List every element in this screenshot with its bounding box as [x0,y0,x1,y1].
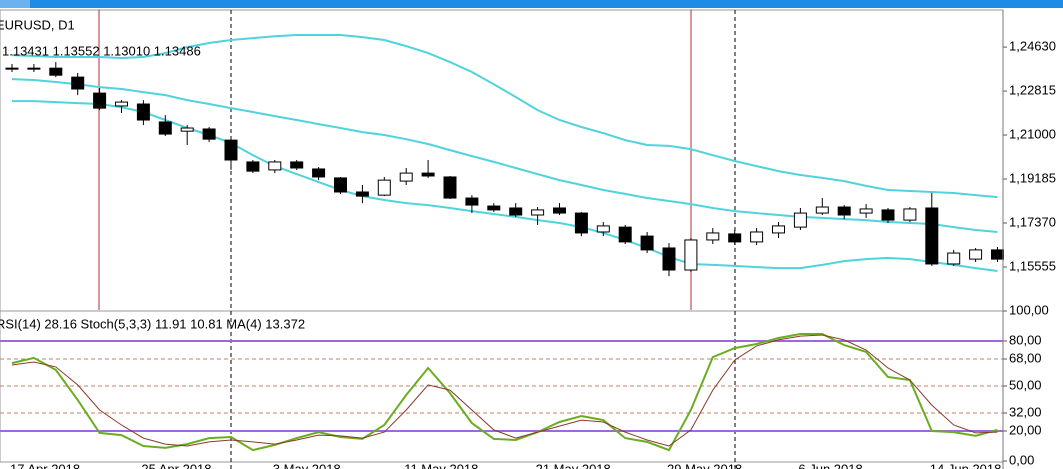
candle-body [509,207,523,216]
candle-body [772,225,785,234]
x-tick-label: 29 May 2018 [667,461,742,469]
candle-body [27,67,41,70]
y-tick-label: 1,17370 [1009,214,1056,229]
y-tick-label: 1,15555 [1009,258,1056,273]
candle-body [377,179,391,196]
candle-body [991,249,1004,260]
band-line [12,100,998,272]
y-tick-label: 1,24630 [1009,39,1056,54]
candle-body [881,209,895,221]
candle-body [180,127,194,132]
candle-body [728,233,742,243]
candle-body [553,207,566,214]
y-tick-label: 68,00 [1009,350,1042,365]
candle-body [859,208,873,214]
candle-body [49,67,63,76]
chart-title: EURUSD, D1 [0,17,75,32]
candle-body [290,161,304,169]
candle-body [136,103,150,121]
candle-body [662,247,676,271]
x-tick-label: 25 Apr 2018 [141,461,211,469]
plot-frame [0,9,1004,463]
candle-body [224,139,238,161]
y-tick-label: 100,00 [1009,302,1049,317]
candle-body [793,212,807,228]
window-tab [0,0,30,8]
candle-body [684,239,698,271]
candle-body [71,76,85,90]
candle-body [837,206,851,216]
candle-body [355,191,369,197]
candle-body [115,101,128,107]
indicator-line [11,334,998,447]
y-tick-label: 20,00 [1009,422,1042,437]
candle-body [158,121,172,135]
candle-body [312,168,326,178]
price-info: 1.13431 1.13552 1.13010 1.13486 [2,43,201,58]
candle-body [5,67,19,70]
y-tick-label: 80,00 [1009,332,1042,347]
x-tick-label: 6 Jun 2018 [798,461,862,469]
candle-body [618,226,632,243]
band-line [11,78,998,233]
candle-body [246,161,260,172]
candle-body [706,232,720,241]
candle-body [750,231,764,243]
candle-body [815,206,829,214]
y-tick-label: 0,00 [1009,452,1034,467]
candle-body [596,225,610,233]
candle-body [487,205,501,211]
candle-body [947,252,961,265]
candle-body [93,92,107,109]
y-tick-label: 1,21000 [1009,126,1056,141]
candle-body [202,128,216,140]
x-tick-label: 17 Apr 2018 [10,461,80,469]
candle-body [268,161,282,171]
indicator-line [11,333,998,452]
candle-body [574,212,588,234]
candle-body [334,177,347,193]
indicator-title: RSI(14) 28.16 Stoch(5,3,3) 11.91 10.81 M… [0,316,305,331]
window-bar [0,0,1063,8]
x-tick-label: 11 May 2018 [404,461,478,469]
marks [0,34,1007,462]
y-tick-label: 1,19185 [1009,170,1056,185]
x-tick-label: 21 May 2018 [536,461,611,469]
x-tick-label: 14 Jun 2018 [930,461,1002,469]
y-tick-label: 1,22815 [1009,82,1056,97]
candle-body [531,209,545,216]
y-tick-label: 32,00 [1009,404,1042,419]
candle-body [465,197,479,206]
candle-body [969,249,983,260]
y-tick-label: 50,00 [1009,377,1042,392]
candle-body [640,235,654,251]
candle-body [443,176,457,199]
band-line [11,34,998,199]
candle-body [903,208,917,221]
candle-body [925,207,939,265]
candle-body [399,172,413,182]
x-tick-label: 3 May 2018 [273,461,341,469]
candle-body [421,172,435,177]
